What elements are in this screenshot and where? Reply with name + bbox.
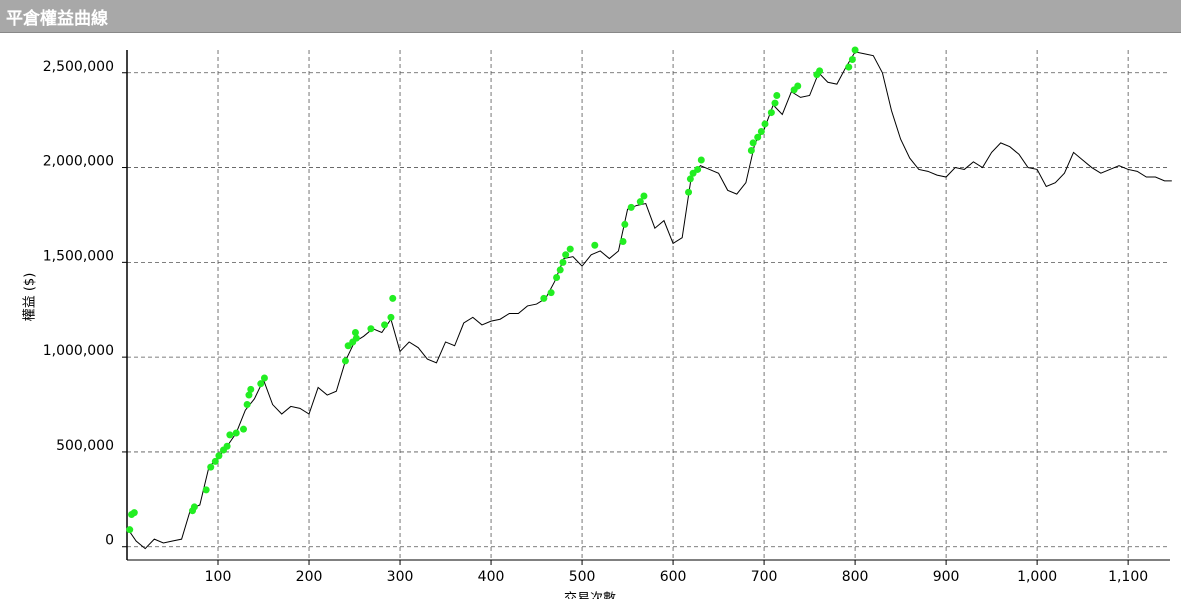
new-high-marker xyxy=(749,139,757,147)
y-tick-label: 1,000,000 xyxy=(43,343,114,359)
new-high-marker xyxy=(816,67,824,75)
new-high-marker xyxy=(130,509,138,517)
new-high-marker xyxy=(562,251,570,259)
y-tick-label: 500,000 xyxy=(56,438,114,454)
new-high-marker xyxy=(207,463,215,471)
x-tick-label: 1,000 xyxy=(1017,569,1057,585)
new-high-marker xyxy=(232,429,240,437)
new-high-marker xyxy=(757,128,765,136)
new-high-marker xyxy=(640,192,648,200)
new-high-marker xyxy=(794,82,802,90)
y-tick-label: 1,500,000 xyxy=(43,248,114,264)
x-tick-label: 200 xyxy=(296,569,323,585)
new-high-marker xyxy=(761,120,769,128)
new-high-marker xyxy=(389,294,397,302)
new-high-marker xyxy=(226,431,234,439)
new-high-marker xyxy=(215,452,223,460)
new-high-marker xyxy=(387,313,395,321)
new-high-marker xyxy=(848,55,856,63)
new-high-marker xyxy=(247,385,255,393)
new-high-marker xyxy=(556,266,564,274)
new-high-marker xyxy=(260,374,268,382)
new-high-marker xyxy=(243,401,251,409)
new-high-marker xyxy=(239,425,247,433)
header-bar: 平倉權益曲線 xyxy=(0,0,1181,33)
x-axis-label: 交易次數 xyxy=(564,591,616,599)
x-tick-label: 900 xyxy=(933,569,960,585)
new-high-marker xyxy=(553,274,561,282)
x-tick-label: 100 xyxy=(205,569,232,585)
new-high-marker xyxy=(351,328,359,336)
chart: 權益 ($) 交易次數 0 500,000 1,000,000 1,500,000 2,… xyxy=(23,46,1172,599)
new-high-marker xyxy=(352,334,360,342)
y-tick-label: 2,000,000 xyxy=(43,154,114,170)
chart-title: 平倉權益曲線 xyxy=(6,9,108,29)
x-tick-label: 300 xyxy=(387,569,414,585)
new-high-marker xyxy=(245,391,253,399)
y-axis-label: 權益 ($) xyxy=(23,273,38,322)
new-high-marker xyxy=(851,46,859,54)
y-tick-label: 2,500,000 xyxy=(43,59,114,75)
new-high-marker xyxy=(697,156,705,164)
new-high-marker xyxy=(559,258,567,266)
new-high-marker xyxy=(621,220,629,228)
new-high-marker xyxy=(773,92,781,100)
new-high-marker xyxy=(619,237,627,245)
x-tick-label: 800 xyxy=(842,569,869,585)
new-high-marker xyxy=(202,486,210,494)
new-high-marker xyxy=(566,245,574,253)
new-high-marker xyxy=(223,442,231,450)
x-tick-label: 400 xyxy=(478,569,505,585)
new-high-marker xyxy=(257,380,265,388)
x-tick-label: 700 xyxy=(751,569,778,585)
new-high-marker xyxy=(190,503,198,511)
x-tick-label: 500 xyxy=(569,569,596,585)
y-tick-label: 0 xyxy=(105,533,114,549)
new-high-marker xyxy=(771,99,779,107)
new-high-marker xyxy=(547,289,555,297)
new-high-marker xyxy=(686,175,694,183)
new-high-marker xyxy=(747,146,755,154)
x-tick-label: 600 xyxy=(660,569,687,585)
new-high-marker xyxy=(341,357,349,365)
new-high-marker xyxy=(685,188,693,196)
new-high-marker xyxy=(627,203,635,211)
new-high-marker xyxy=(381,321,389,329)
new-high-marker xyxy=(367,325,375,333)
new-high-marker xyxy=(845,63,853,71)
new-high-marker xyxy=(591,241,599,249)
new-high-marker xyxy=(211,457,219,465)
new-high-marker xyxy=(754,133,762,141)
new-high-marker xyxy=(126,526,134,534)
new-high-marker xyxy=(540,294,548,302)
equity-line xyxy=(126,51,1172,550)
x-tick-label: 1,100 xyxy=(1108,569,1148,585)
new-high-marker xyxy=(767,109,775,117)
new-high-marker xyxy=(694,165,702,173)
new-high-marker xyxy=(636,198,644,206)
